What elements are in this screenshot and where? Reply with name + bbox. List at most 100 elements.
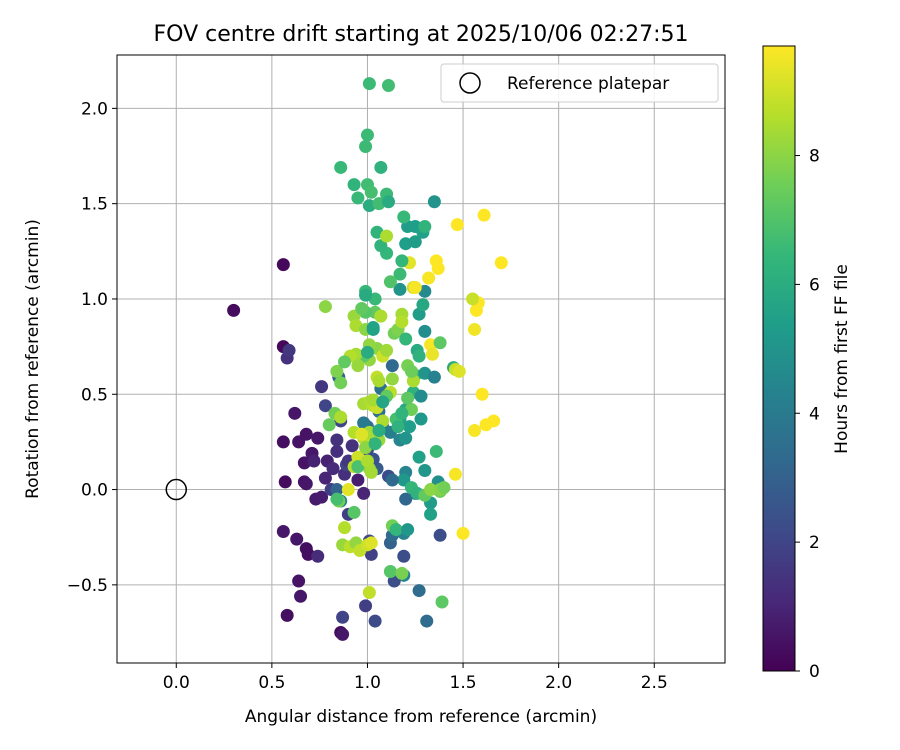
data-point	[318, 471, 332, 485]
data-point	[292, 574, 306, 588]
colorbar-tick-label: 0	[809, 662, 820, 682]
legend: Reference platepar	[440, 63, 719, 103]
data-point	[431, 261, 445, 275]
data-point	[403, 420, 417, 434]
data-point	[401, 523, 415, 537]
data-point	[282, 343, 296, 357]
data-point	[374, 160, 388, 174]
data-point	[418, 324, 432, 338]
legend-box	[440, 63, 719, 103]
data-point	[364, 465, 378, 479]
data-points	[165, 77, 508, 641]
data-point	[374, 239, 388, 253]
data-point	[299, 427, 313, 441]
colorbar-tick-label: 6	[809, 275, 820, 295]
data-point	[318, 399, 332, 413]
data-point	[399, 332, 413, 346]
data-point	[416, 298, 430, 312]
data-point	[399, 492, 413, 506]
data-point	[448, 467, 462, 481]
data-point	[469, 303, 483, 317]
data-point	[389, 523, 403, 537]
data-point	[307, 454, 321, 468]
y-tick-label: 2.0	[81, 99, 108, 119]
data-point	[359, 599, 373, 613]
data-point	[372, 374, 386, 388]
data-point	[422, 271, 436, 285]
data-point	[395, 406, 409, 420]
data-point	[408, 281, 422, 295]
data-point	[374, 309, 388, 323]
data-point	[380, 229, 394, 243]
data-point	[372, 423, 386, 437]
data-point	[494, 256, 508, 270]
data-point	[334, 160, 348, 174]
data-point	[381, 78, 395, 92]
data-point	[330, 483, 344, 497]
data-point	[425, 347, 439, 361]
data-point	[477, 208, 491, 222]
data-point	[412, 349, 426, 363]
data-point	[424, 483, 438, 497]
data-point	[276, 258, 290, 272]
y-tick-label: 1.0	[81, 290, 108, 310]
data-point	[366, 321, 380, 335]
data-point	[355, 301, 369, 315]
data-point	[380, 343, 394, 357]
data-point	[395, 566, 409, 580]
data-point	[450, 218, 464, 232]
data-point	[475, 387, 489, 401]
colorbar-tick-label: 2	[809, 533, 820, 553]
data-point	[336, 610, 350, 624]
data-point	[404, 364, 418, 378]
data-point	[433, 528, 447, 542]
x-tick-label: 2.0	[545, 673, 572, 693]
data-point	[395, 315, 409, 329]
data-point	[299, 477, 313, 491]
data-point	[311, 549, 325, 563]
data-point	[290, 532, 304, 546]
data-point	[227, 303, 241, 317]
data-point	[294, 589, 308, 603]
data-point	[397, 210, 411, 224]
data-point	[278, 475, 292, 489]
data-point	[330, 492, 344, 506]
colorbar-tick-label: 8	[809, 147, 820, 167]
data-point	[318, 300, 332, 314]
data-point	[338, 521, 352, 535]
data-point	[364, 185, 378, 199]
legend-marker-reference	[459, 72, 481, 94]
chart-title: FOV centre drift starting at 2025/10/06 …	[154, 22, 689, 47]
data-point	[288, 406, 302, 420]
data-point	[381, 195, 395, 209]
data-point	[334, 410, 348, 424]
data-point	[360, 345, 374, 359]
y-tick-label: −0.5	[67, 576, 108, 596]
data-point	[383, 275, 397, 289]
x-tick-label: 0.0	[163, 673, 190, 693]
data-point	[424, 507, 438, 521]
y-axis-label: Rotation from reference (arcmin)	[23, 219, 43, 499]
data-point	[326, 462, 340, 476]
data-point	[418, 220, 432, 234]
data-point	[322, 418, 336, 432]
data-point	[397, 549, 411, 563]
legend-label-reference: Reference platepar	[507, 74, 669, 94]
y-tick-label: 1.5	[81, 195, 108, 215]
colorbar	[762, 45, 796, 672]
data-point	[399, 431, 413, 445]
data-point	[427, 370, 441, 384]
data-point	[408, 235, 422, 249]
data-point	[330, 444, 344, 458]
data-point	[341, 483, 355, 497]
data-point	[437, 481, 451, 495]
data-point	[357, 486, 371, 500]
data-point	[359, 288, 373, 302]
data-point	[385, 359, 399, 373]
data-point	[466, 292, 480, 306]
data-point	[435, 595, 449, 609]
x-tick-label: 0.5	[258, 673, 285, 693]
reference-platepar-marker	[165, 478, 188, 501]
